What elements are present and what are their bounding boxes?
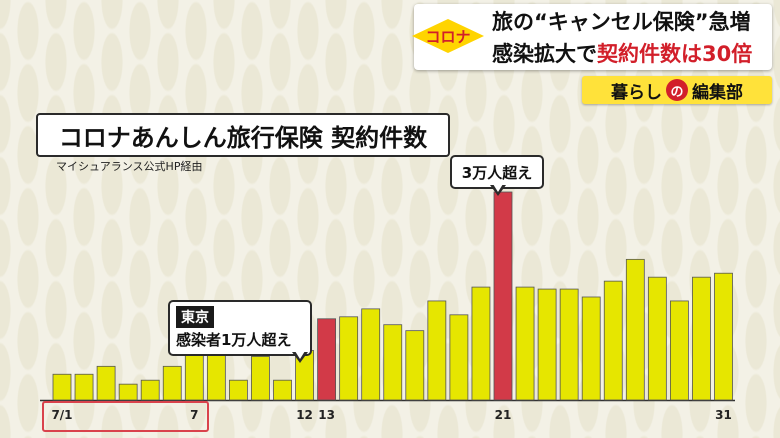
bar-7-24 <box>559 288 579 401</box>
bar-7-25 <box>581 296 601 401</box>
news-headline: コロナ 旅の“キャンセル保険”急増 感染拡大で契約件数は30倍 <box>414 4 772 70</box>
tokyo-callout: 東京 感染者1万人超え <box>168 300 312 356</box>
headline-line-2: 感染拡大で契約件数は30倍 <box>492 42 753 66</box>
bar-7-17 <box>405 330 425 401</box>
bar-7-10 <box>251 356 270 401</box>
bar-7-20 <box>471 286 491 401</box>
bar-7-6 <box>162 365 182 401</box>
bar-7-3 <box>96 365 116 401</box>
bar-7-31 <box>714 272 733 401</box>
bar-7-29 <box>670 300 689 401</box>
tokyo-text: 感染者1万人超え <box>176 331 292 349</box>
bar-7-26 <box>603 280 623 401</box>
x-tick-label: 21 <box>495 408 512 422</box>
tokyo-callout-pointer <box>292 351 308 363</box>
bar-7-19 <box>449 314 469 401</box>
x-tick-label: 7 <box>190 408 198 422</box>
bar-7-18 <box>427 300 447 401</box>
bar-7-11 <box>273 379 292 401</box>
bar-7-2 <box>74 373 94 401</box>
source-note: マイシュアランス公式HP経由 <box>56 160 203 173</box>
corona-tag: コロナ <box>412 19 484 53</box>
bar-7-28 <box>647 276 667 401</box>
bar-7-1 <box>52 373 72 401</box>
bar-7-30 <box>692 276 711 401</box>
bar-7-22 <box>515 286 535 401</box>
bar-7-21 <box>493 191 513 401</box>
bar-7-14 <box>339 316 359 401</box>
bar-7-5 <box>140 379 160 401</box>
peak-callout-pointer <box>490 184 506 196</box>
bar-7-27 <box>625 258 645 401</box>
x-tick-label: 31 <box>715 408 732 422</box>
bar-7-16 <box>383 324 403 401</box>
date-highlight-box <box>42 401 209 432</box>
program-logo: 暮らし の 編集部 <box>582 76 772 104</box>
bar-7-9 <box>228 379 248 401</box>
bar-7-15 <box>361 308 381 401</box>
x-tick-label: 7/1 <box>51 408 72 422</box>
bar-7-13 <box>317 318 337 401</box>
tokyo-tag: 東京 <box>176 306 214 328</box>
x-tick-label: 13 <box>318 408 335 422</box>
bar-7-8 <box>206 352 226 401</box>
x-tick-label: 12 <box>296 408 313 422</box>
bar-7-4 <box>118 383 138 401</box>
chart-title: コロナあんしん旅行保険 契約件数 <box>36 113 450 157</box>
peak-callout: 3万人超え <box>450 155 544 189</box>
headline-line-1: 旅の“キャンセル保険”急増 <box>492 10 751 34</box>
bar-7-23 <box>537 288 557 401</box>
